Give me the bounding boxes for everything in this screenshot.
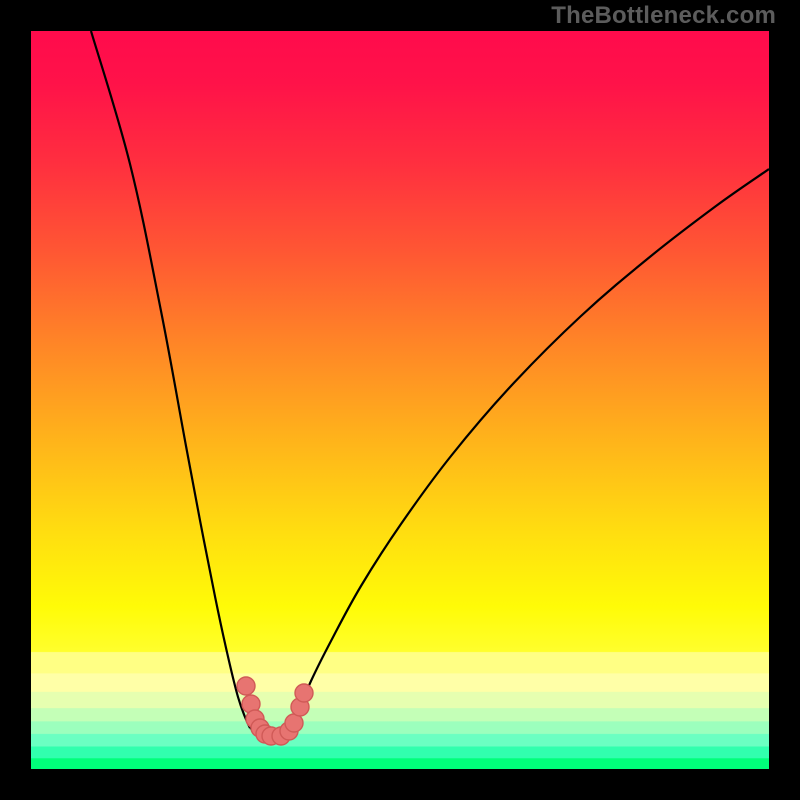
- well-marker: [295, 684, 313, 702]
- site-watermark: TheBottleneck.com: [551, 2, 776, 30]
- curve-right-branch: [290, 169, 769, 728]
- curve-layer: [31, 31, 769, 769]
- curve-left-branch: [91, 31, 250, 728]
- plot-area: [31, 31, 769, 769]
- well-marker: [237, 677, 255, 695]
- outer-frame: TheBottleneck.com: [0, 0, 800, 800]
- well-marker: [285, 714, 303, 732]
